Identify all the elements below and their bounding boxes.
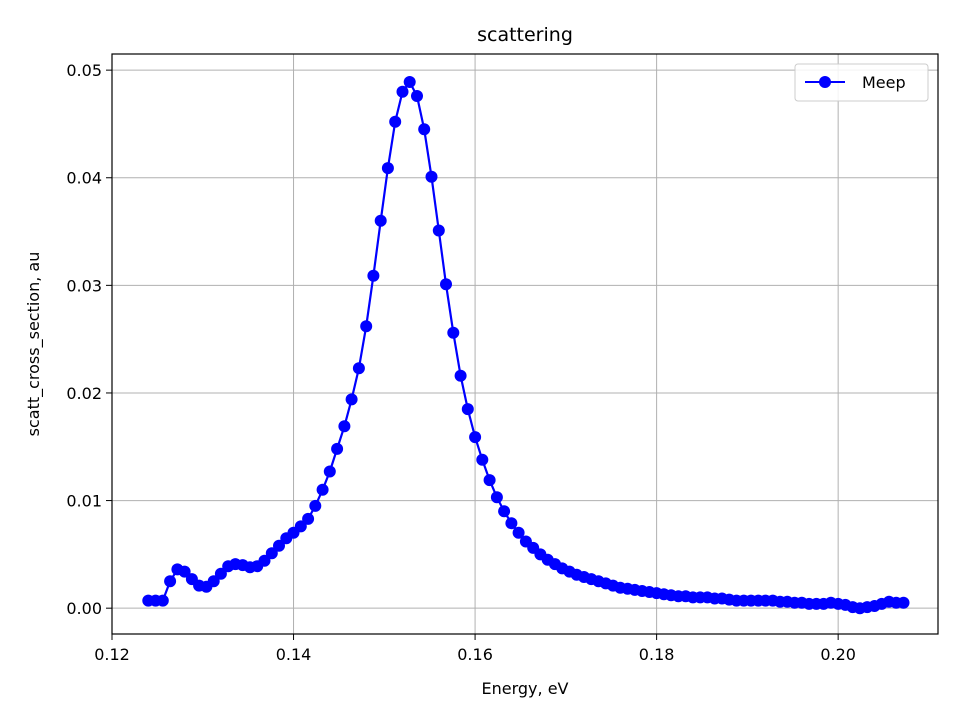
data-point — [498, 505, 511, 518]
data-point — [396, 85, 409, 98]
data-point — [302, 512, 315, 525]
data-point — [381, 162, 394, 175]
data-point — [331, 442, 344, 455]
y-tick-label: 0.03 — [66, 276, 102, 295]
data-point — [367, 269, 380, 282]
legend: Meep — [794, 63, 929, 102]
data-point — [178, 565, 191, 578]
data-point — [207, 575, 220, 588]
data-point — [490, 491, 503, 504]
data-point — [418, 123, 431, 136]
data-point — [897, 596, 910, 609]
x-tick-label: 0.16 — [457, 645, 493, 664]
data-point — [273, 539, 285, 552]
data-point — [345, 393, 358, 406]
y-axis-label: scatt_cross_section, au — [24, 252, 44, 437]
data-point — [316, 483, 329, 496]
data-point — [432, 224, 445, 237]
data-point — [512, 526, 525, 539]
data-point — [440, 278, 452, 291]
y-tick-label: 0.02 — [66, 384, 102, 403]
data-point — [469, 431, 482, 444]
legend-label-meep: Meep — [862, 73, 906, 92]
x-axis-label: Energy, eV — [482, 679, 569, 698]
data-point — [425, 170, 438, 183]
grid — [111, 54, 938, 634]
chart-title: scattering — [477, 24, 573, 46]
x-tick-label: 0.12 — [94, 645, 130, 664]
data-point — [352, 362, 365, 375]
data-point — [156, 594, 169, 607]
data-point — [505, 517, 518, 530]
y-tick-label: 0.00 — [66, 599, 102, 618]
data-point — [461, 403, 474, 416]
data-point — [338, 420, 351, 433]
data-point — [476, 453, 489, 466]
data-point — [374, 214, 387, 227]
data-point — [360, 320, 373, 333]
y-tick-label: 0.01 — [66, 492, 102, 511]
legend-marker-meep — [819, 76, 831, 88]
data-point — [403, 76, 416, 88]
data-point — [265, 547, 278, 560]
plot-frame — [111, 53, 939, 635]
data-point — [309, 499, 322, 512]
x-tick-label: 0.20 — [820, 645, 856, 664]
y-tick-label: 0.05 — [66, 61, 102, 80]
series-layer — [142, 76, 910, 615]
data-point — [447, 326, 460, 339]
data-point — [389, 115, 402, 128]
y-tick-label: 0.04 — [66, 169, 102, 188]
legend-box — [794, 63, 929, 102]
axis-ticks: 0.12 0.14 0.16 0.18 0.20 0.00 0.01 0.02 0.03 0.04… — [66, 61, 856, 664]
data-point — [258, 554, 271, 567]
data-point — [294, 520, 307, 533]
data-point — [454, 369, 467, 382]
data-point — [164, 575, 177, 588]
data-point — [214, 567, 227, 580]
data-point — [483, 474, 496, 487]
data-point — [411, 90, 423, 102]
data-point — [323, 465, 336, 478]
x-tick-label: 0.14 — [276, 645, 312, 664]
x-tick-label: 0.18 — [639, 645, 675, 664]
